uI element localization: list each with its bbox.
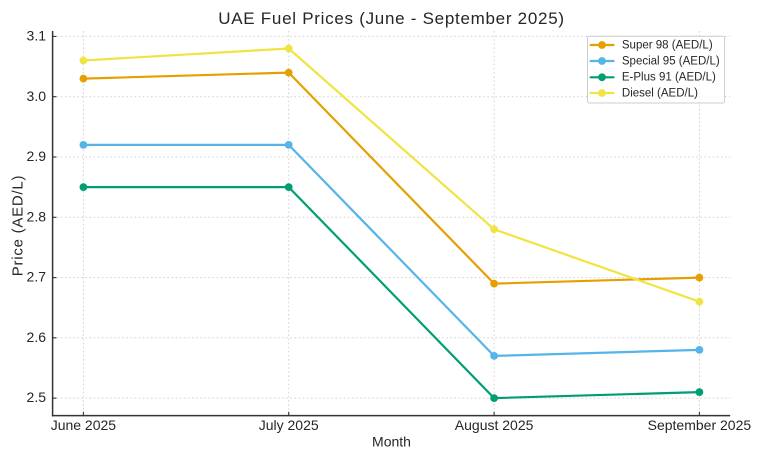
svg-text:2.9: 2.9 xyxy=(27,148,47,164)
svg-text:July 2025: July 2025 xyxy=(259,417,319,433)
svg-text:Month: Month xyxy=(372,434,411,450)
svg-text:3.0: 3.0 xyxy=(27,88,47,104)
svg-text:August 2025: August 2025 xyxy=(455,417,534,433)
svg-text:Price (AED/L): Price (AED/L) xyxy=(10,175,27,277)
svg-text:2.5: 2.5 xyxy=(27,389,47,405)
svg-text:September 2025: September 2025 xyxy=(648,417,752,433)
svg-text:2.7: 2.7 xyxy=(27,269,47,285)
svg-text:Super 98 (AED/L): Super 98 (AED/L) xyxy=(622,39,713,51)
svg-text:Diesel (AED/L): Diesel (AED/L) xyxy=(622,87,698,99)
svg-text:3.1: 3.1 xyxy=(27,28,47,44)
svg-text:Special 95 (AED/L): Special 95 (AED/L) xyxy=(622,55,720,67)
svg-text:June 2025: June 2025 xyxy=(51,417,117,433)
svg-text:E-Plus 91 (AED/L): E-Plus 91 (AED/L) xyxy=(622,72,716,84)
svg-text:2.6: 2.6 xyxy=(27,329,47,345)
svg-text:2.8: 2.8 xyxy=(27,208,47,224)
svg-text:UAE Fuel Prices (June - Septem: UAE Fuel Prices (June - September 2025) xyxy=(218,9,565,28)
